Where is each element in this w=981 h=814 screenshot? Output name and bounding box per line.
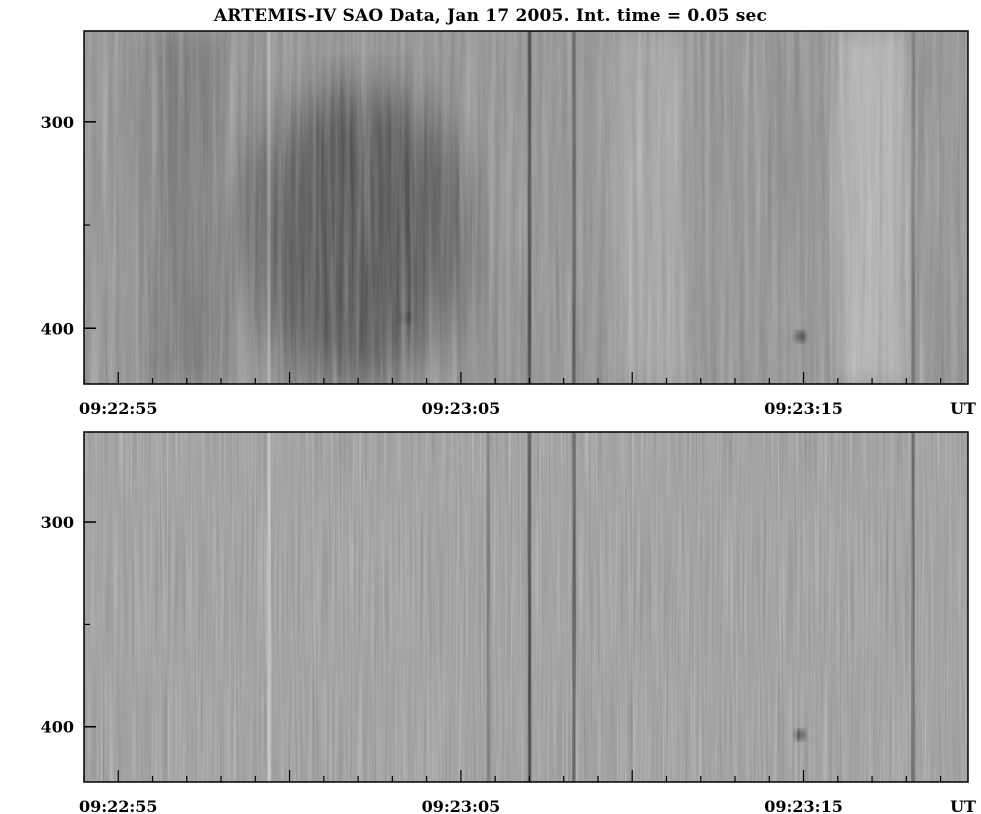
spectrogram-panel-top: 300 400 09:22:55 09:23:05 09:23:15 UT bbox=[41, 30, 976, 418]
y-tick-label: 300 bbox=[41, 513, 74, 532]
x-tick-label: 09:23:05 bbox=[422, 399, 501, 418]
spectrogram-image bbox=[84, 31, 968, 384]
x-tick-label: 09:23:05 bbox=[422, 797, 501, 814]
x-tick-label: 09:22:55 bbox=[79, 399, 158, 418]
texture-dark bbox=[84, 432, 968, 782]
figure-title: ARTEMIS-IV SAO Data, Jan 17 2005. Int. t… bbox=[213, 6, 768, 26]
plot-frame bbox=[83, 431, 969, 783]
y-tick-label: 400 bbox=[41, 319, 74, 338]
spectrogram-image bbox=[84, 432, 968, 782]
y-tick-label: 400 bbox=[41, 718, 74, 737]
x-tick-label: 09:23:15 bbox=[764, 797, 843, 814]
plot-frame bbox=[83, 30, 969, 385]
y-tick-label: 300 bbox=[41, 113, 74, 132]
texture-dark bbox=[84, 31, 968, 384]
x-tick-label: 09:22:55 bbox=[79, 797, 158, 814]
x-unit-label: UT bbox=[950, 399, 976, 418]
x-tick-label: 09:23:15 bbox=[764, 399, 843, 418]
spectrogram-panel-bottom: 300 400 09:22:55 09:23:05 09:23:15 UT bbox=[41, 431, 976, 814]
x-unit-label: UT bbox=[950, 797, 976, 814]
